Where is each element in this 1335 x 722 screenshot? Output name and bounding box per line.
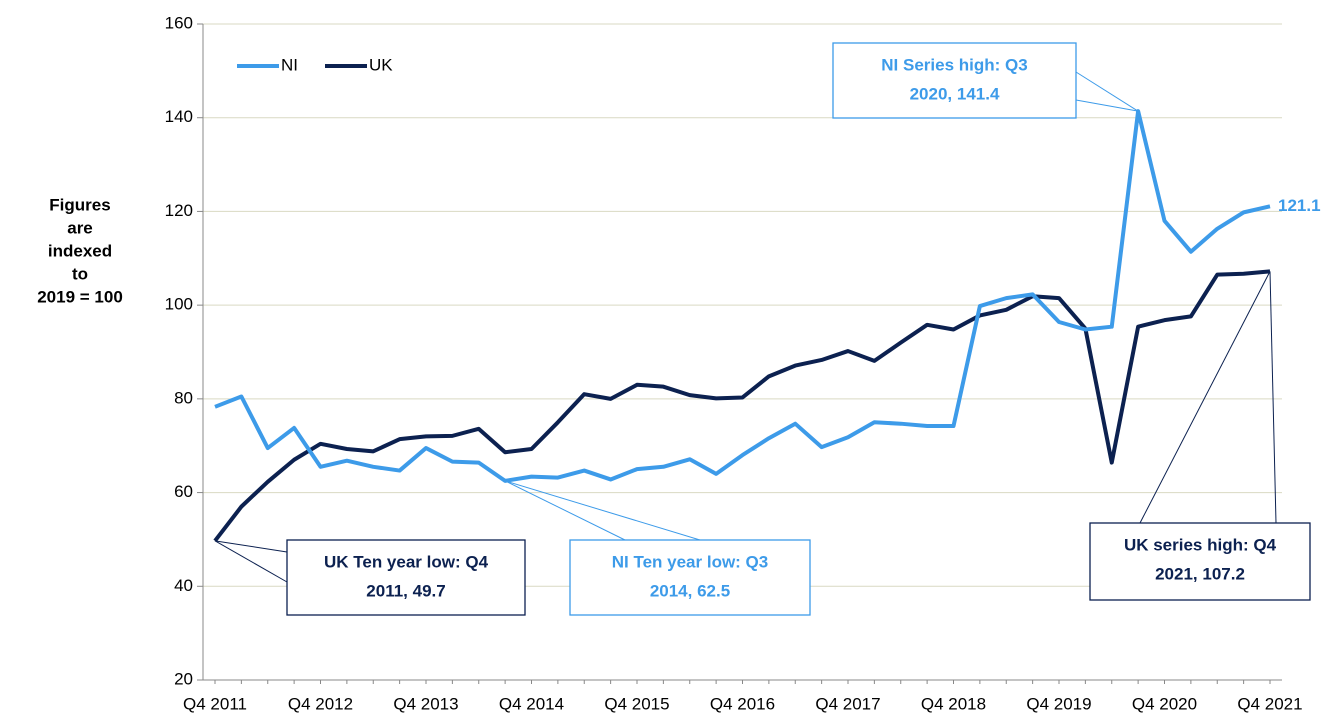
annotation-text: UK Ten year low: Q4 xyxy=(324,552,489,571)
callout-line xyxy=(214,540,288,553)
x-tick-label: Q4 2013 xyxy=(393,694,458,713)
annotation-box xyxy=(286,539,526,616)
annotation-text: 2011, 49.7 xyxy=(366,581,445,600)
y-tick-label: 60 xyxy=(174,482,193,501)
y-tick-label: 80 xyxy=(174,388,193,407)
x-tick-label: Q4 2012 xyxy=(288,694,353,713)
x-tick-label: Q4 2021 xyxy=(1237,694,1302,713)
callout-line xyxy=(1075,71,1139,112)
x-tick-label: Q4 2015 xyxy=(604,694,669,713)
annotation-text: 2021, 107.2 xyxy=(1155,564,1245,583)
annotation-text: NI Series high: Q3 xyxy=(881,55,1027,74)
annotation-text: 2014, 62.5 xyxy=(650,581,730,600)
y-axis-label: are xyxy=(67,218,93,237)
callout-line xyxy=(504,480,626,541)
callout-line xyxy=(1075,99,1139,112)
x-tick-label: Q4 2020 xyxy=(1132,694,1197,713)
y-tick-label: 20 xyxy=(174,669,193,688)
y-axis-label: Figures xyxy=(49,195,110,214)
x-tick-label: Q4 2014 xyxy=(499,694,564,713)
callout-line xyxy=(504,480,701,541)
y-tick-label: 120 xyxy=(165,201,193,220)
annotation-text: 2020, 141.4 xyxy=(910,84,1000,103)
legend-label: UK xyxy=(369,55,393,74)
x-tick-label: Q4 2011 xyxy=(183,694,247,713)
annotation-box xyxy=(1089,522,1311,601)
y-axis-label: indexed xyxy=(48,241,112,260)
y-tick-label: 140 xyxy=(165,107,193,126)
series-line xyxy=(213,269,1271,543)
y-axis-label: to xyxy=(72,264,88,283)
annotation-text: NI Ten year low: Q3 xyxy=(612,552,769,571)
data-label: 121.1 xyxy=(1278,196,1321,215)
annotation-box xyxy=(832,42,1077,119)
series-line xyxy=(214,109,1271,483)
callout-line xyxy=(1269,271,1277,524)
legend-label: NI xyxy=(281,55,298,74)
x-tick-label: Q4 2018 xyxy=(921,694,986,713)
y-tick-label: 40 xyxy=(174,576,193,595)
annotation-box xyxy=(569,539,811,616)
annotation-text: UK series high: Q4 xyxy=(1124,535,1277,554)
y-tick-label: 100 xyxy=(165,295,193,314)
callout-line xyxy=(1139,271,1271,524)
x-tick-label: Q4 2017 xyxy=(815,694,880,713)
x-tick-label: Q4 2019 xyxy=(1026,694,1091,713)
y-tick-label: 160 xyxy=(165,13,193,32)
y-axis-label: 2019 = 100 xyxy=(37,287,123,306)
callout-line xyxy=(214,540,288,583)
x-tick-label: Q4 2016 xyxy=(710,694,775,713)
